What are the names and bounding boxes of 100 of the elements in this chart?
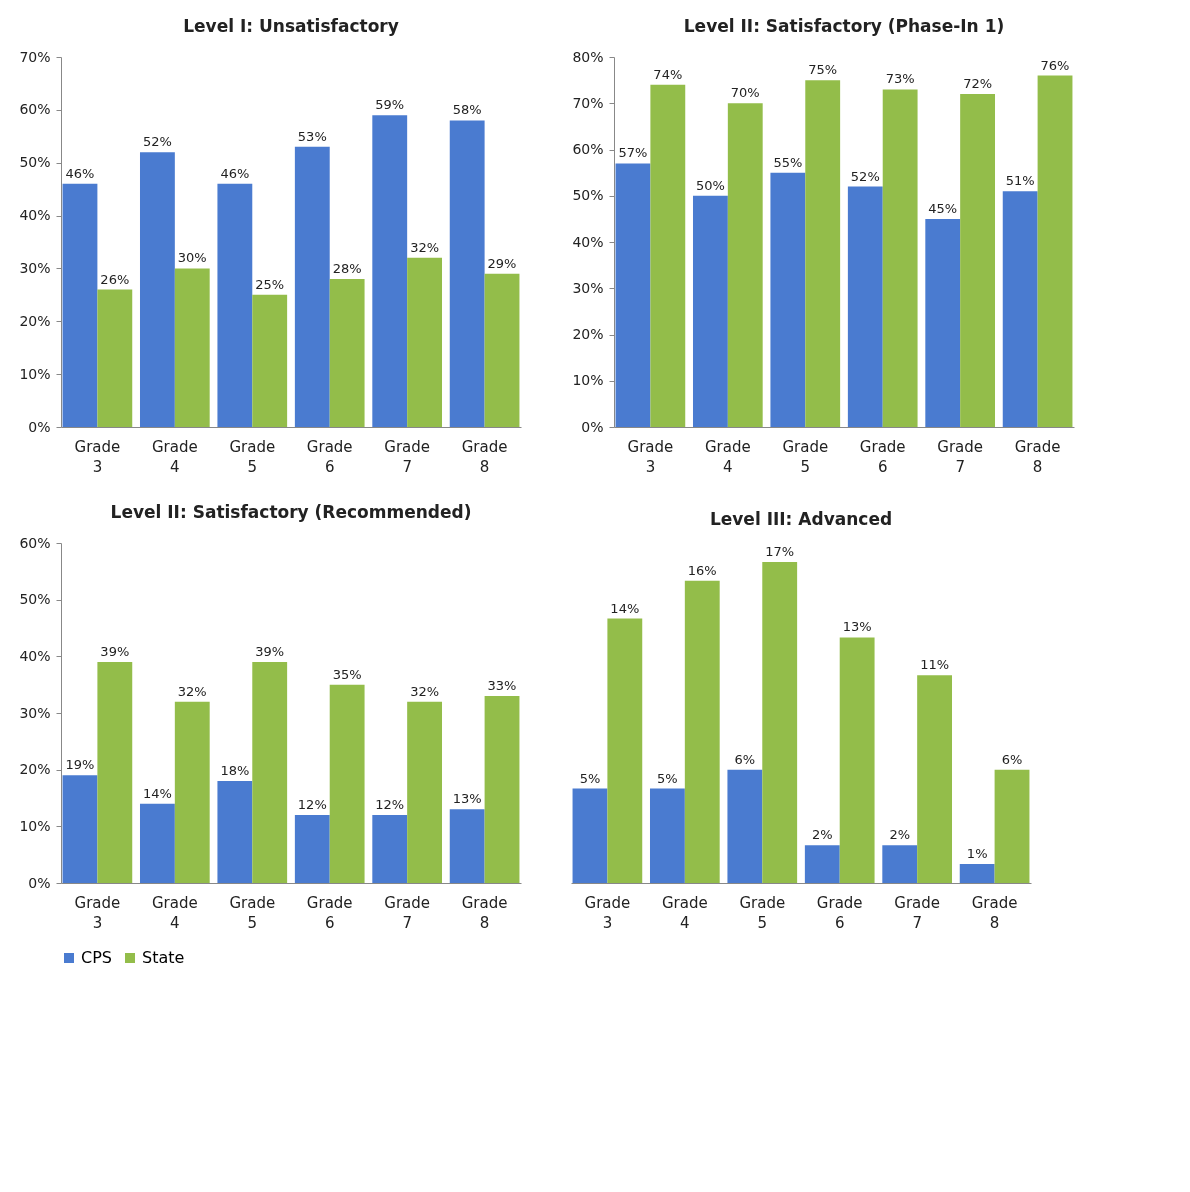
y-tick-label: 20% [572, 326, 604, 342]
data-label: 53% [297, 128, 327, 144]
data-label: 52% [142, 134, 172, 150]
data-label: 39% [255, 644, 285, 659]
bar [692, 195, 728, 427]
bar [804, 845, 840, 883]
x-tick-label: Grade 8 [461, 437, 508, 476]
x-tick-label: Grade 3 [74, 437, 121, 476]
x-tick-label: Grade 6 [859, 437, 906, 476]
data-label: 75% [808, 62, 838, 78]
bar [917, 675, 953, 883]
x-tick-label: Grade 3 [74, 893, 121, 932]
x-tick-label: Grade 8 [1014, 437, 1061, 476]
data-label: 2% [889, 827, 911, 843]
x-tick-label: Grade 5 [782, 437, 829, 476]
bar [959, 864, 995, 883]
x-tick-label: Grade 3 [584, 893, 631, 932]
x-tick-label: Grade 6 [306, 893, 353, 932]
data-label: 45% [928, 200, 958, 216]
data-label: 28% [332, 261, 362, 276]
bar [960, 94, 996, 427]
bar [882, 845, 918, 883]
y-tick-label: 0% [28, 418, 51, 435]
data-label: 13% [452, 791, 482, 807]
bar [839, 637, 875, 883]
y-tick-label: 50% [19, 154, 51, 171]
data-label: 33% [487, 678, 517, 693]
data-label: 51% [1005, 173, 1035, 189]
y-tick-label: 10% [19, 817, 51, 834]
bar [994, 769, 1030, 883]
bar [407, 257, 443, 427]
data-label: 70% [730, 85, 760, 101]
bar [174, 268, 210, 427]
bar [882, 89, 918, 427]
y-tick-label: 60% [19, 534, 51, 551]
y-tick-label: 10% [19, 365, 51, 382]
bar [572, 788, 608, 883]
bar [407, 701, 443, 883]
data-label: 6% [734, 751, 756, 767]
data-label: 19% [65, 757, 95, 773]
data-label: 25% [255, 276, 285, 292]
bar [217, 781, 253, 883]
bar [139, 152, 175, 427]
y-tick-label: 50% [572, 187, 604, 204]
bar [372, 115, 408, 427]
x-tick-label: Grade 4 [151, 893, 198, 932]
bar [1002, 191, 1038, 427]
x-tick-label: Grade 8 [971, 893, 1018, 932]
y-tick-label: 60% [19, 101, 51, 118]
data-label: 35% [332, 666, 362, 682]
bar [372, 815, 408, 883]
bar [484, 696, 520, 883]
bar [727, 103, 763, 427]
bar [484, 273, 520, 427]
data-label: 72% [963, 76, 993, 91]
x-tick-label: Grade 7 [937, 437, 984, 476]
y-tick-label: 80% [572, 48, 604, 65]
y-tick-label: 30% [19, 259, 51, 276]
data-label: 46% [220, 165, 250, 181]
data-label: 12% [375, 797, 405, 812]
bar [252, 662, 288, 883]
bar [97, 662, 133, 883]
bar [727, 769, 763, 883]
y-tick-label: 50% [19, 591, 51, 608]
bar [62, 775, 98, 883]
legend-label: CPS [81, 948, 112, 967]
bar [925, 218, 961, 427]
bar [294, 815, 330, 883]
bar [329, 279, 365, 427]
x-tick-label: Grade 5 [739, 893, 786, 932]
bar [97, 289, 133, 427]
data-label: 55% [773, 154, 803, 170]
data-label: 1% [966, 846, 988, 862]
data-label: 76% [1040, 57, 1070, 73]
data-label: 18% [220, 763, 250, 778]
bar [449, 809, 485, 883]
x-tick-label: Grade 7 [894, 893, 941, 932]
data-label: 32% [177, 683, 207, 699]
data-label: 39% [100, 644, 130, 659]
data-label: 5% [579, 770, 601, 786]
data-label: 73% [885, 71, 915, 87]
data-label: 74% [653, 66, 683, 82]
bar [607, 618, 643, 883]
bar [252, 294, 288, 427]
data-label: 26% [100, 271, 130, 287]
data-label: 57% [618, 145, 648, 161]
data-label: 16% [687, 562, 717, 578]
bar [449, 120, 485, 427]
bar [847, 186, 883, 427]
data-label: 14% [142, 785, 172, 801]
data-label: 50% [695, 177, 725, 193]
x-tick-label: Grade 7 [384, 437, 431, 476]
y-tick-label: 0% [581, 418, 604, 435]
y-tick-label: 70% [572, 94, 604, 111]
y-tick-label: 20% [19, 761, 51, 778]
data-label: 58% [452, 102, 482, 118]
y-tick-label: 30% [572, 279, 604, 296]
x-tick-label: Grade 3 [627, 437, 674, 476]
x-tick-label: Grade 6 [306, 437, 353, 476]
bar [805, 80, 841, 427]
